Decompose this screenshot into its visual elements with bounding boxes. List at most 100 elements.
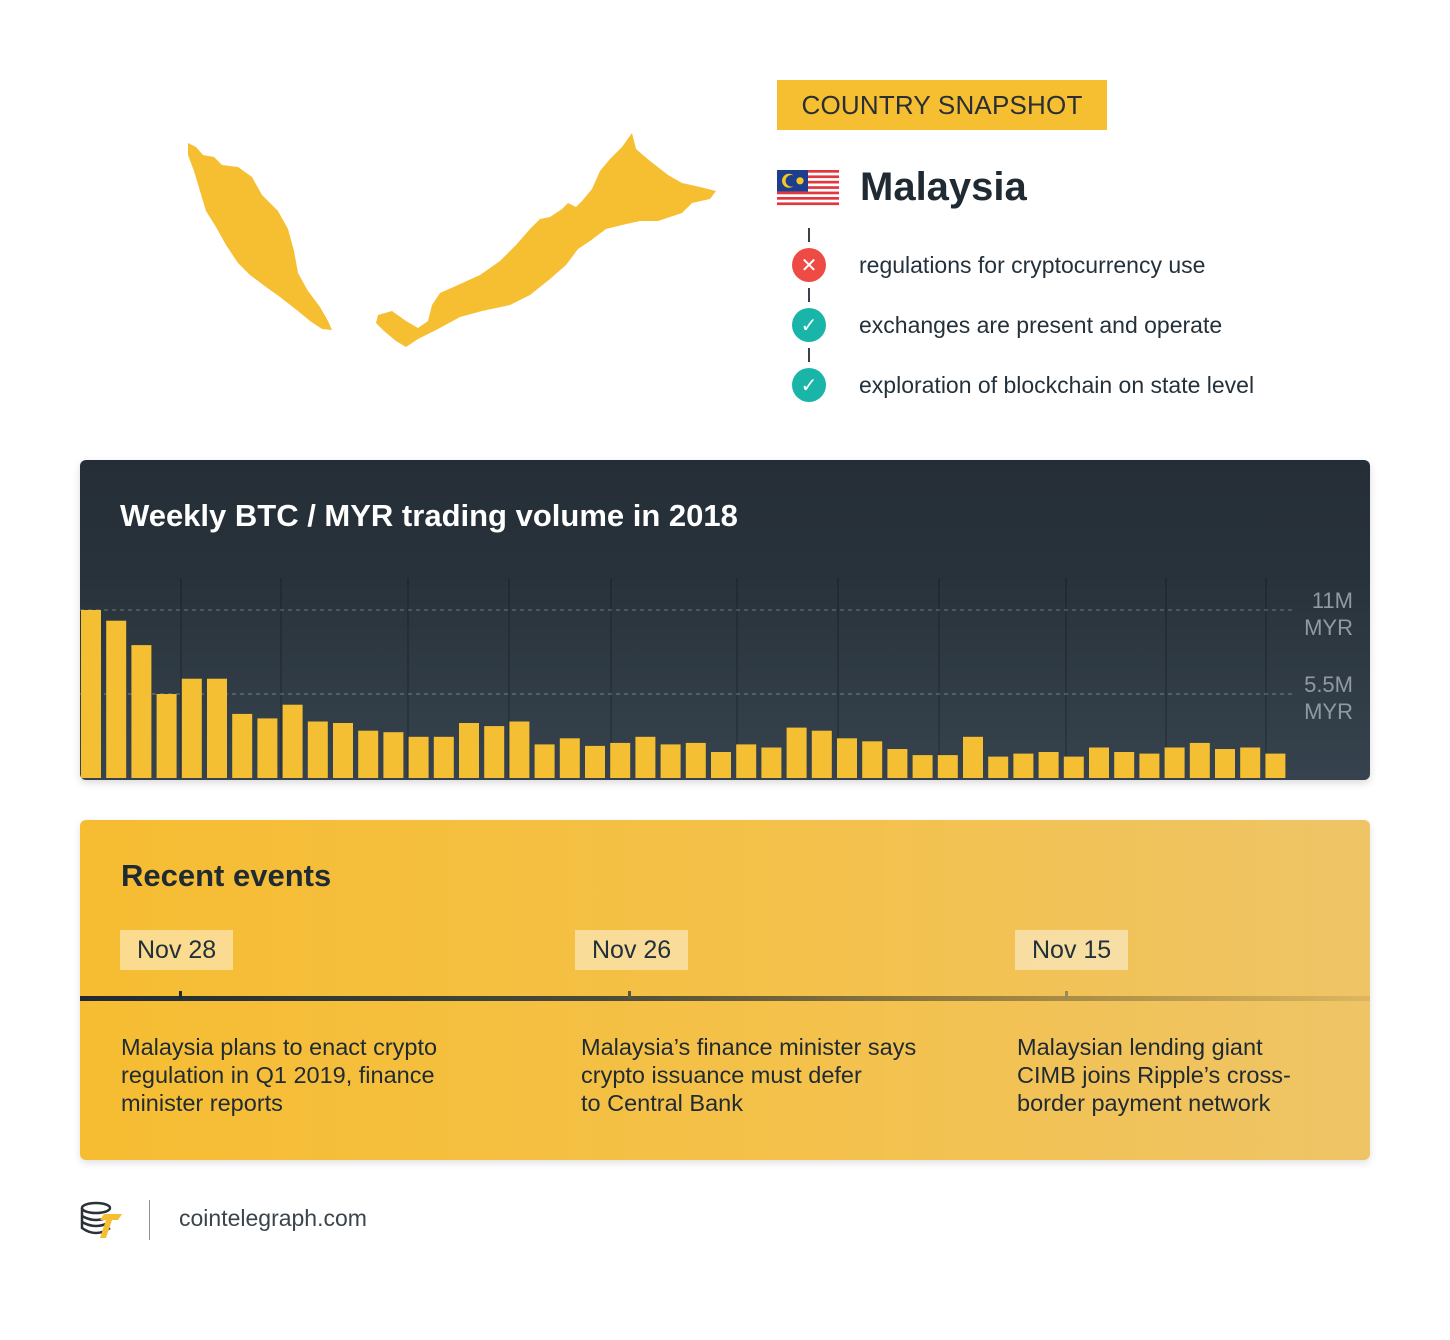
- peninsular-malaysia-shape: [188, 143, 332, 330]
- chart-bar: [509, 721, 530, 778]
- chart-bar: [635, 736, 656, 778]
- country-name: Malaysia: [860, 165, 1027, 209]
- timeline-tick: [1065, 991, 1068, 999]
- chart-bar: [685, 742, 706, 778]
- cointelegraph-logo-icon[interactable]: [80, 1200, 124, 1240]
- y-tick-label: 5.5M: [1304, 672, 1353, 697]
- connector-line: [808, 228, 810, 242]
- event-headline-line: to Central Bank: [581, 1090, 743, 1116]
- fact-text: exploration of blockchain on state level: [859, 371, 1255, 398]
- chart-bar: [761, 747, 782, 778]
- event-headline-line: CIMB joins Ripple’s cross-: [1017, 1062, 1291, 1088]
- chart-bar: [131, 645, 152, 778]
- chart-column-separator: [736, 578, 738, 778]
- chart-bar: [1215, 749, 1235, 778]
- events-title: Recent events: [121, 858, 332, 893]
- malaysia-map: [188, 133, 716, 347]
- chart-bar: [156, 694, 177, 778]
- chart-bar: [408, 736, 429, 778]
- trading-volume-chart-card: Weekly BTC / MYR trading volume in 2018 …: [80, 460, 1370, 780]
- event-headline-line: minister reports: [121, 1090, 283, 1116]
- chart-bar: [1038, 752, 1059, 778]
- event-headline-line: crypto issuance must defer: [581, 1062, 862, 1088]
- recent-events-card: Recent events Nov 28 Nov 26 Nov 15 Malay…: [80, 820, 1370, 1160]
- event-date: Nov 28: [120, 930, 234, 970]
- chart-column-separator: [180, 578, 182, 778]
- chart-title: Weekly BTC / MYR trading volume in 2018: [120, 498, 738, 533]
- chart-bar: [459, 723, 479, 778]
- footer-site-link[interactable]: cointelegraph.com: [179, 1205, 367, 1231]
- event-headline-line: Malaysian lending giant: [1017, 1034, 1263, 1060]
- event-headline-line: Malaysia’s finance minister says: [581, 1034, 917, 1060]
- chart-bar: [484, 726, 505, 778]
- chart-bar: [106, 620, 127, 778]
- event-headline[interactable]: Malaysia’s finance minister says crypto …: [581, 1033, 916, 1117]
- chart-column-separator: [1165, 578, 1167, 778]
- event-date: Nov 26: [575, 930, 689, 970]
- chart-bar: [887, 749, 908, 778]
- chart-column-separator: [837, 578, 839, 778]
- chart-bar: [1240, 747, 1261, 778]
- check-icon: ✓: [792, 368, 826, 402]
- chart-bar: [610, 742, 631, 778]
- connector-line: [808, 288, 810, 302]
- event-headline[interactable]: Malaysia plans to enact crypto regulatio…: [121, 1033, 437, 1117]
- chart-bar: [358, 730, 379, 778]
- chart-column-separator: [1265, 578, 1267, 778]
- timeline-tick: [179, 991, 182, 999]
- event-headline-line: border payment network: [1017, 1090, 1271, 1116]
- timeline-line: [80, 996, 1370, 1001]
- chart-bar: [433, 736, 454, 778]
- borneo-malaysia-shape: [376, 133, 716, 347]
- y-tick-label: MYR: [1304, 615, 1353, 640]
- event-date: Nov 15: [1015, 930, 1129, 970]
- chart-bar: [837, 738, 857, 778]
- event-headline-line: regulation in Q1 2019, finance: [121, 1062, 435, 1088]
- y-tick-label: 11M: [1312, 588, 1353, 613]
- fact-text: regulations for cryptocurrency use: [859, 251, 1206, 278]
- fact-blockchain: ✓ exploration of blockchain on state lev…: [792, 367, 1254, 403]
- chart-bar: [963, 736, 983, 778]
- chart-bar: [81, 610, 101, 778]
- chart-bar: [534, 744, 555, 778]
- chart-bar: [232, 713, 253, 778]
- chart-column-separator: [938, 578, 940, 778]
- chart-bar: [257, 718, 278, 778]
- chart-bar: [559, 738, 580, 778]
- chart-bar: [736, 744, 757, 778]
- chart-bar: [937, 755, 958, 778]
- chart-column-separator: [508, 578, 510, 778]
- check-icon: ✓: [792, 308, 826, 342]
- chart-column-separator: [407, 578, 409, 778]
- malaysia-flag-icon: [777, 170, 839, 208]
- chart-bar: [1063, 756, 1084, 778]
- chart-column-separator: [610, 578, 612, 778]
- fact-exchanges: ✓ exchanges are present and operate: [792, 307, 1222, 343]
- chart-bar: [1265, 753, 1286, 778]
- country-snapshot-tag: COUNTRY SNAPSHOT: [777, 80, 1107, 130]
- chart-bar: [786, 727, 807, 778]
- chart-bar: [711, 752, 731, 778]
- chart-bar: [1189, 742, 1210, 778]
- y-tick-label: MYR: [1304, 699, 1353, 724]
- chart-bar: [660, 744, 681, 778]
- chart-bar: [383, 732, 404, 778]
- x-icon: ✕: [792, 248, 826, 282]
- chart-column-separator: [1065, 578, 1067, 778]
- fact-text: exchanges are present and operate: [859, 311, 1223, 338]
- chart-bar: [1114, 752, 1135, 778]
- chart-bar: [1089, 747, 1109, 778]
- timeline-tick: [628, 991, 631, 999]
- chart-bar: [912, 755, 933, 778]
- chart-bar: [282, 704, 303, 778]
- connector-line: [808, 348, 810, 362]
- chart-bar: [585, 745, 605, 778]
- footer-divider: [149, 1200, 150, 1240]
- chart-column-separator: [280, 578, 282, 778]
- fact-regulations: ✕ regulations for cryptocurrency use: [792, 247, 1205, 283]
- chart-bar: [333, 723, 353, 778]
- event-headline[interactable]: Malaysian lending giant CIMB joins Rippl…: [1017, 1033, 1291, 1117]
- chart-bar: [1139, 753, 1160, 778]
- chart-bar: [1164, 747, 1185, 778]
- chart-bar: [181, 678, 202, 778]
